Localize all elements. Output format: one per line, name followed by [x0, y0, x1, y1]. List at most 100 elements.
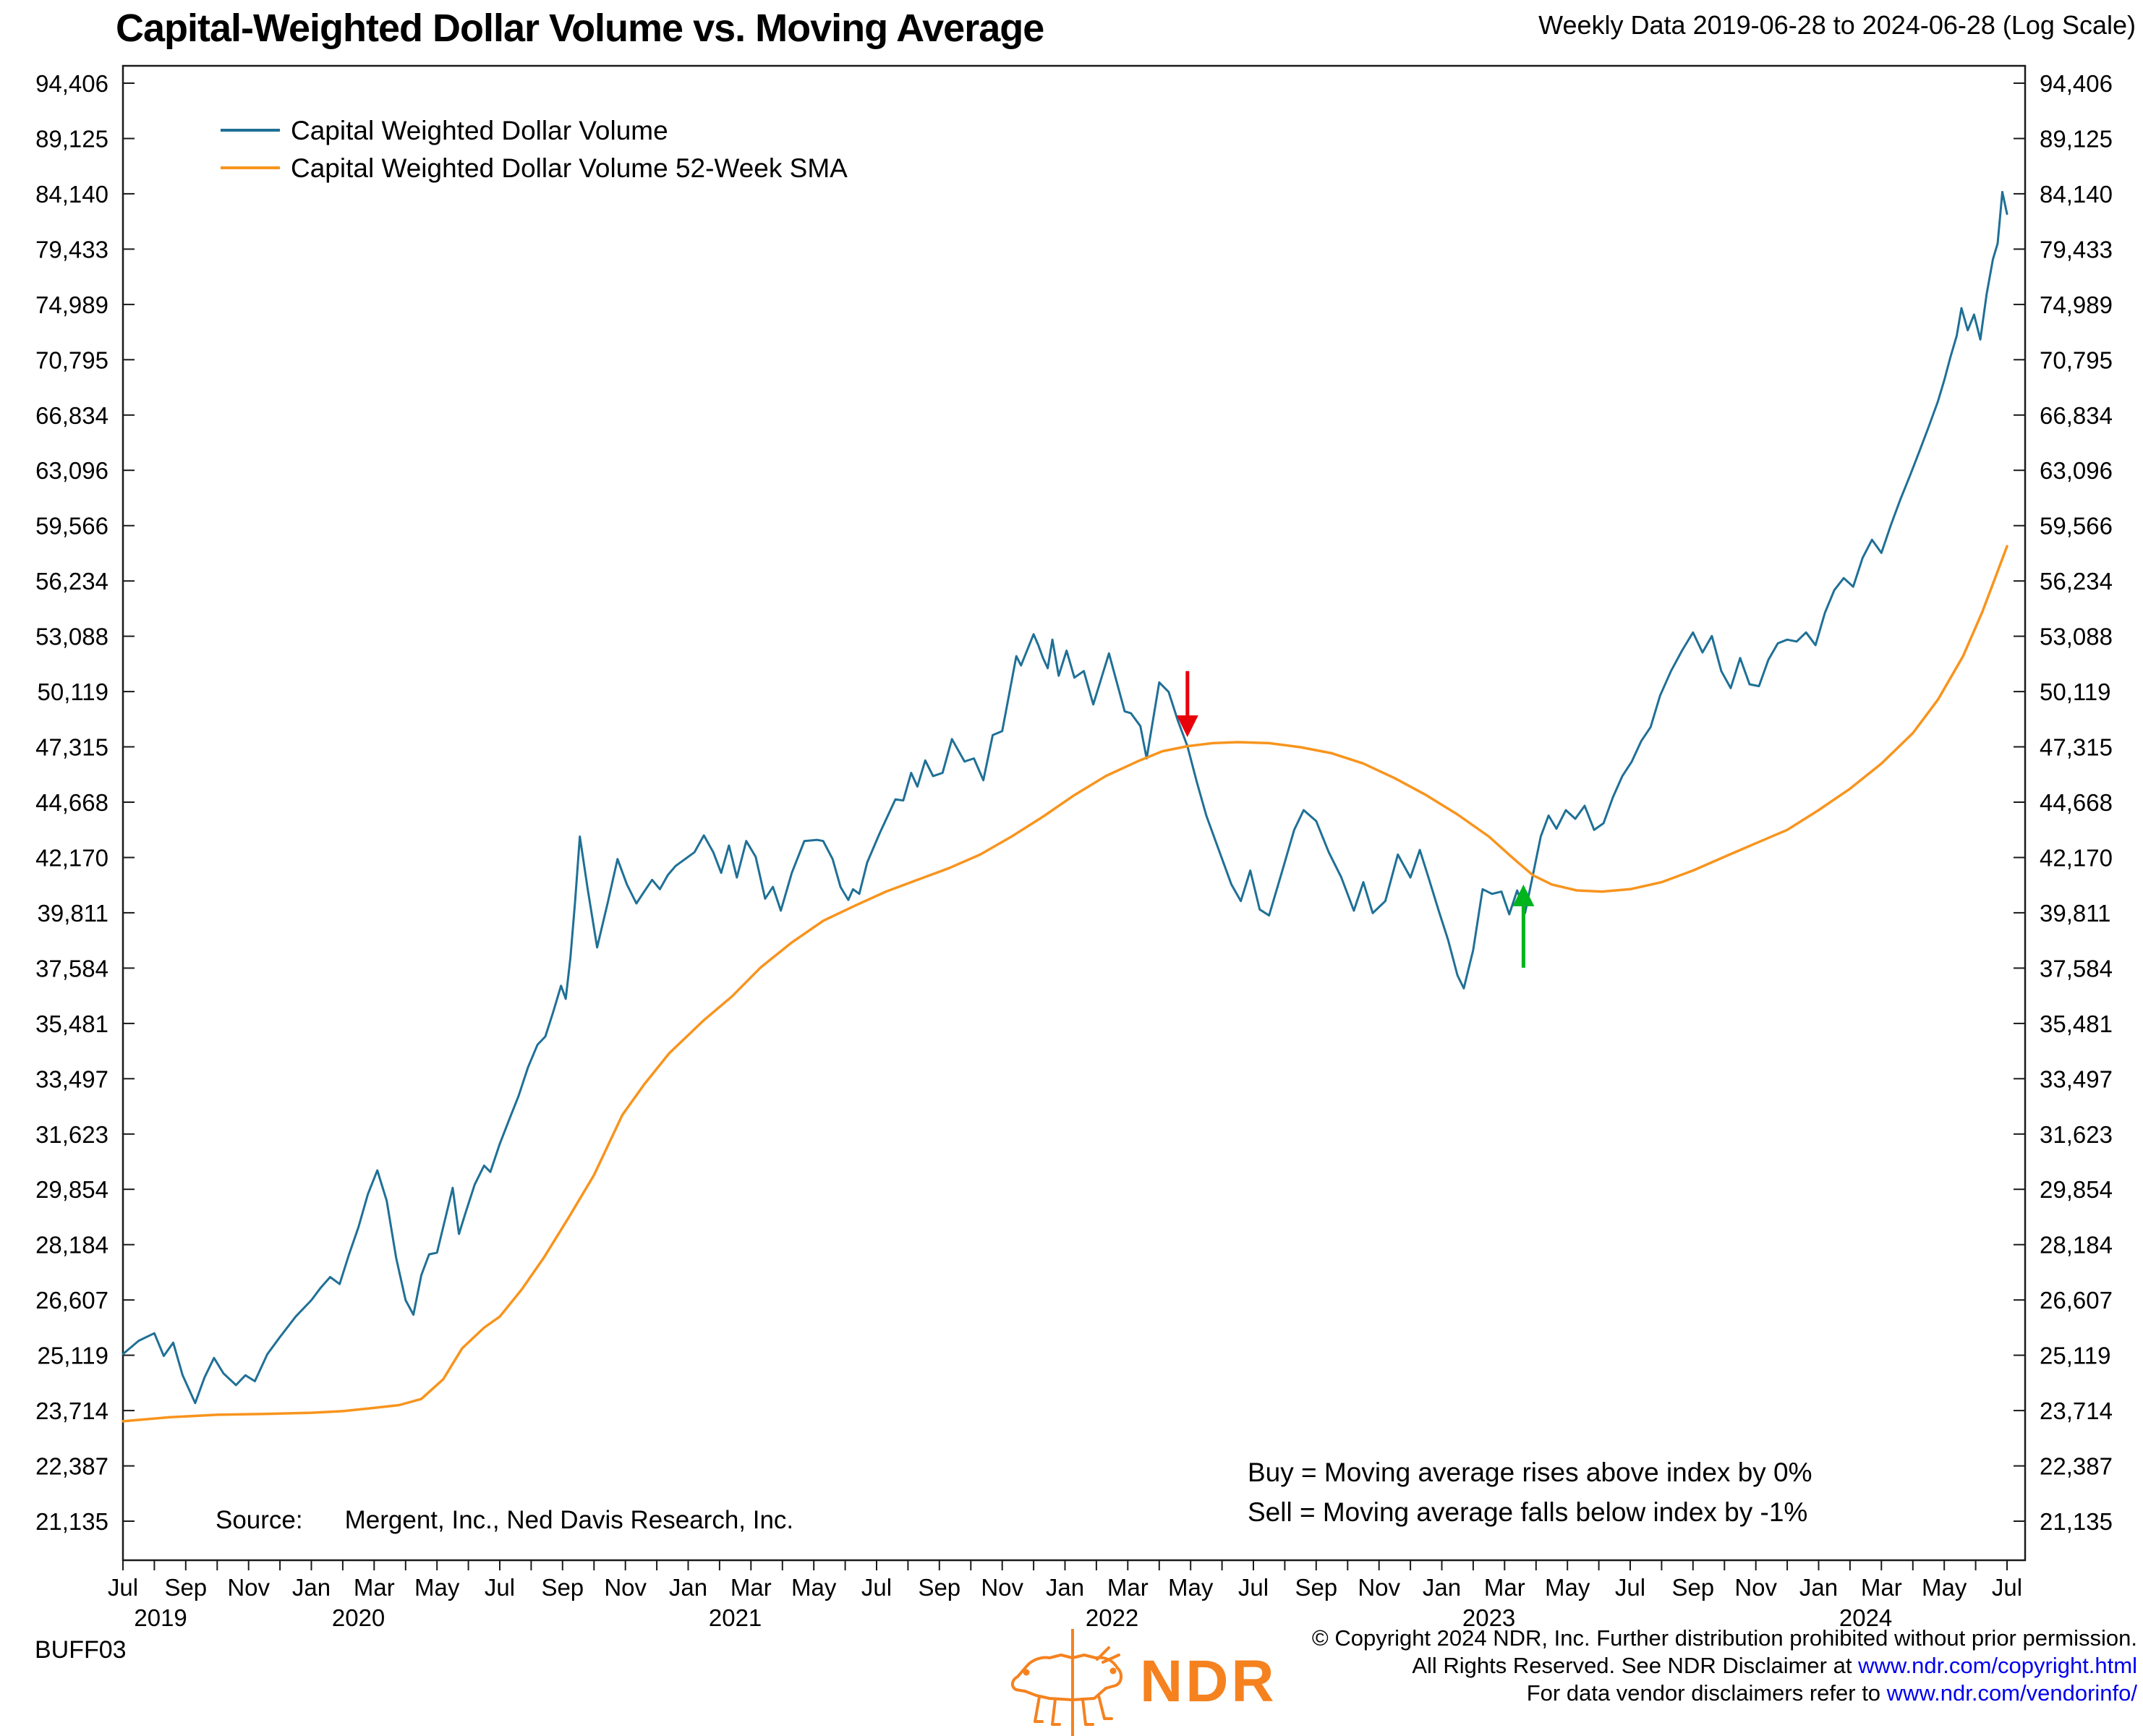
vendorinfo-link[interactable]: www.ndr.com/vendorinfo/ — [1886, 1680, 2137, 1706]
y-tick-label-left: 63,096 — [35, 457, 108, 484]
x-tick-label: Jul — [1615, 1574, 1645, 1601]
y-tick-label-right: 42,170 — [2040, 845, 2113, 872]
ndr-logo-icon — [1011, 1629, 1122, 1736]
copyright-line2: All Rights Reserved. See NDR Disclaimer … — [1312, 1652, 2137, 1680]
legend-item-sma: Capital Weighted Dollar Volume 52-Week S… — [0, 32, 2143, 183]
y-tick-label-right: 79,433 — [2040, 236, 2113, 263]
ndr-logo-text: NDR — [1140, 1648, 1277, 1714]
copyright-link[interactable]: www.ndr.com/copyright.html — [1858, 1653, 2137, 1678]
y-tick-label-right: 50,119 — [2040, 678, 2110, 705]
y-tick-label-right: 39,811 — [2040, 900, 2110, 927]
source-note: Source: Mergent, Inc., Ned Davis Research… — [216, 1506, 793, 1535]
index-line — [122, 190, 2008, 1405]
y-tick-label-left: 53,088 — [35, 624, 108, 650]
y-tick-label-left: 74,989 — [35, 292, 108, 318]
x-tick-label: Sep — [918, 1574, 960, 1601]
y-tick-label-right: 37,584 — [2040, 955, 2113, 982]
x-tick-label: Nov — [981, 1574, 1023, 1601]
signal-rules: Buy = Moving average rises above index b… — [1248, 1452, 1812, 1532]
legend-item-index: Capital Weighted Dollar Volume — [0, 0, 2143, 145]
y-tick-label-left: 59,566 — [35, 513, 108, 540]
x-tick-label: Sep — [1671, 1574, 1714, 1601]
x-year-label: 2021 — [709, 1604, 762, 1631]
y-tick-label-right: 94,406 — [2040, 70, 2113, 97]
x-tick-label: May — [1545, 1574, 1590, 1601]
y-tick-label-left: 33,497 — [35, 1065, 108, 1092]
x-tick-label: Jan — [669, 1574, 707, 1601]
chart-code: BUFF03 — [35, 1636, 127, 1664]
y-tick-label-left: 26,607 — [35, 1287, 108, 1314]
y-tick-label-right: 44,668 — [2040, 789, 2113, 816]
y-tick-label-left: 21,135 — [35, 1508, 108, 1535]
y-tick-label-right: 74,989 — [2040, 292, 2113, 318]
y-tick-label-left: 35,481 — [35, 1010, 108, 1037]
x-tick-label: Nov — [1734, 1574, 1777, 1601]
x-tick-label: Jul — [108, 1574, 138, 1601]
y-tick-label-right: 35,481 — [2040, 1010, 2113, 1037]
y-tick-label-right: 31,623 — [2040, 1121, 2113, 1148]
y-tick-label-right: 84,140 — [2040, 181, 2113, 208]
animal-belly — [1023, 1687, 1107, 1701]
x-tick-label: Sep — [164, 1574, 207, 1601]
y-tick-label-right: 28,184 — [2040, 1232, 2113, 1259]
y-tick-label-left: 47,315 — [35, 734, 108, 761]
y-tick-label-right: 70,795 — [2040, 346, 2113, 373]
sell-rule-text: Sell = Moving average falls below index … — [1248, 1497, 1808, 1527]
x-tick-label: Sep — [541, 1574, 584, 1601]
y-tick-label-right: 63,096 — [2040, 457, 2113, 484]
x-tick-label: Jul — [1238, 1574, 1269, 1601]
page-title: Capital-Weighted Dollar Volume vs. Movin… — [116, 7, 1044, 50]
sell-signal-arrow-head — [1176, 715, 1198, 737]
y-tick-label-right: 66,834 — [2040, 402, 2113, 429]
y-tick-label-left: 31,623 — [35, 1121, 108, 1148]
copyright-line1: © Copyright 2024 NDR, Inc. Further distr… — [1311, 1625, 2137, 1651]
copyright-block: © Copyright 2024 NDR, Inc. Further distr… — [1312, 1625, 2137, 1707]
y-tick-label-right: 47,315 — [2040, 734, 2113, 761]
y-tick-label-right: 33,497 — [2040, 1065, 2113, 1092]
bear-snout — [1011, 1675, 1026, 1693]
x-tick-label: Mar — [1484, 1574, 1525, 1601]
y-tick-label-left: 70,795 — [35, 346, 108, 373]
x-year-label: 2022 — [1086, 1604, 1138, 1631]
sma-line-swatch — [221, 166, 280, 169]
chart-subtitle: Weekly Data 2019-06-28 to 2024-06-28 (Lo… — [1538, 10, 2136, 40]
y-tick-label-left: 37,584 — [35, 955, 108, 982]
x-tick-label: Jul — [1992, 1574, 2022, 1601]
legend-label-index: Capital Weighted Dollar Volume — [291, 116, 668, 145]
sma-line — [122, 545, 2008, 1423]
y-tick-label-left: 29,854 — [35, 1176, 108, 1203]
source-label: Source: — [216, 1506, 303, 1534]
y-tick-label-left: 56,234 — [35, 568, 108, 595]
x-tick-label: May — [1168, 1574, 1214, 1601]
buy-rule-text: Buy = Moving average rises above index b… — [1248, 1458, 1812, 1487]
y-tick-label-left: 66,834 — [35, 402, 108, 429]
x-tick-label: Mar — [1107, 1574, 1149, 1601]
y-tick-label-left: 44,668 — [35, 789, 108, 816]
y-tick-label-left: 94,406 — [35, 70, 108, 97]
source-text: Mergent, Inc., Ned Davis Research, Inc. — [344, 1506, 794, 1534]
x-tick-label: Jul — [485, 1574, 515, 1601]
x-tick-label: Jan — [1423, 1574, 1461, 1601]
x-tick-label: Sep — [1295, 1574, 1337, 1601]
y-tick-label-right: 23,714 — [2040, 1397, 2113, 1424]
x-tick-label: May — [414, 1574, 460, 1601]
x-tick-label: May — [1922, 1574, 1967, 1601]
y-tick-label-right: 21,135 — [2040, 1508, 2113, 1535]
y-tick-label-left: 28,184 — [35, 1232, 108, 1259]
y-tick-label-right: 22,387 — [2040, 1453, 2113, 1480]
hind-legs — [1081, 1694, 1113, 1726]
y-tick-label-left: 84,140 — [35, 181, 108, 208]
plot-border — [122, 64, 2027, 1562]
y-tick-label-right: 53,088 — [2040, 624, 2113, 650]
y-tick-label-right: 26,607 — [2040, 1287, 2113, 1314]
x-tick-label: Nov — [227, 1574, 270, 1601]
bull-muzzle — [1104, 1667, 1122, 1690]
y-tick-label-left: 42,170 — [35, 845, 108, 872]
bull-eye — [1109, 1667, 1117, 1675]
x-tick-label: Jan — [292, 1574, 331, 1601]
x-tick-label: Jan — [1799, 1574, 1838, 1601]
x-tick-label: May — [791, 1574, 837, 1601]
legend: Capital Weighted Dollar Volume Capital W… — [0, 0, 2143, 183]
x-tick-label: Jan — [1046, 1574, 1084, 1601]
